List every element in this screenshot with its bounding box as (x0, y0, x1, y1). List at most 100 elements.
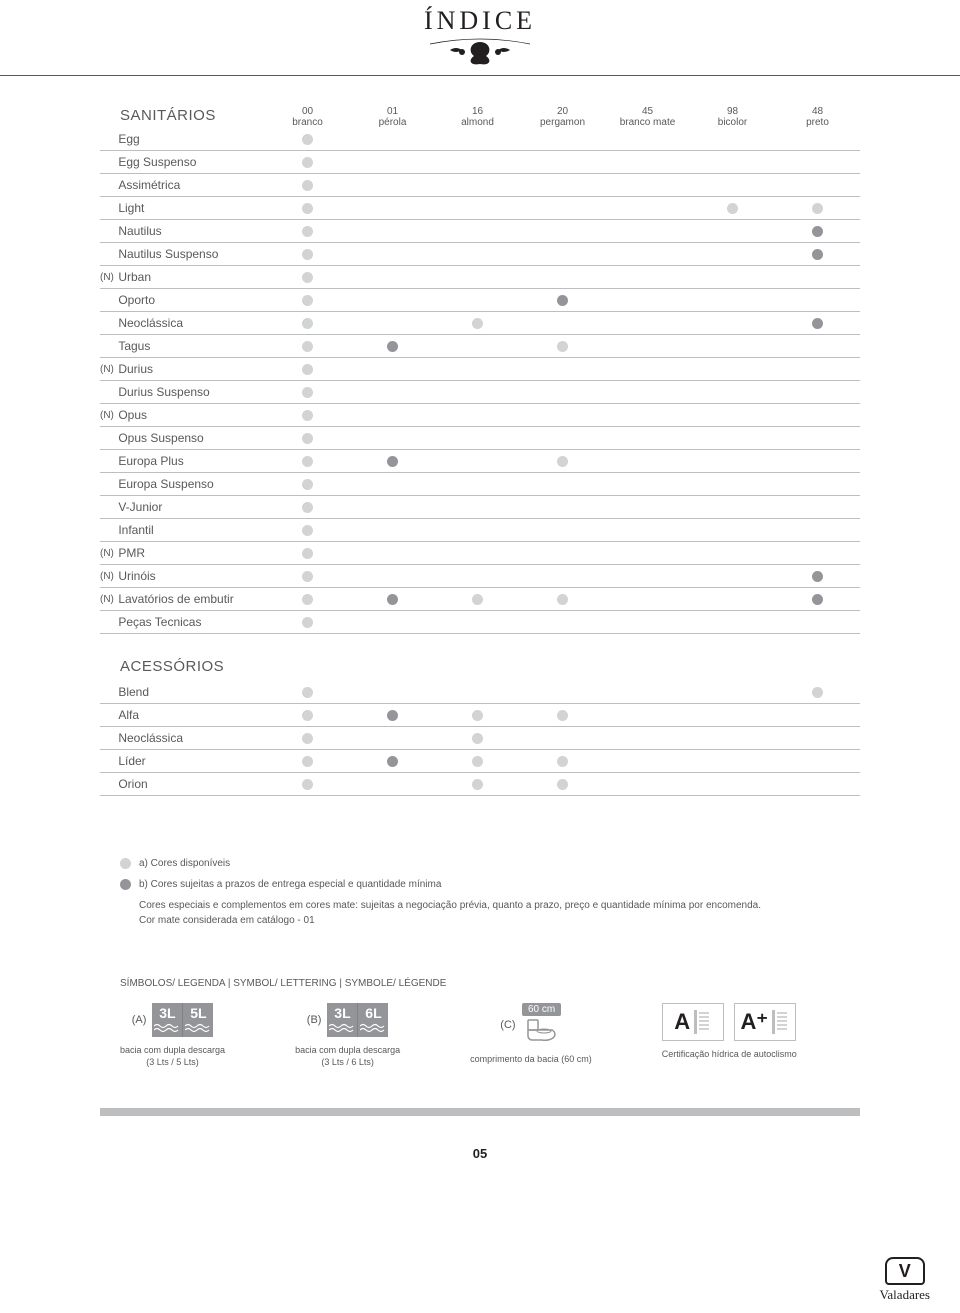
dot-special-icon (812, 594, 823, 605)
dot-available-icon (302, 318, 313, 329)
row-label: Light (118, 201, 265, 215)
row-label: Peças Tecnicas (118, 615, 265, 629)
table-row: (N)Lavatórios de embutir (100, 588, 860, 611)
row-label: Durius (118, 362, 265, 376)
cell (520, 502, 605, 513)
dot-available-icon (302, 387, 313, 398)
dot-available-icon (302, 203, 313, 214)
cell (520, 226, 605, 237)
cell (605, 502, 690, 513)
cell (265, 687, 350, 698)
symbol-caption: bacia com dupla descarga(3 Lts / 5 Lts) (120, 1045, 225, 1068)
cell (435, 733, 520, 744)
cell (605, 617, 690, 628)
row-cells (265, 502, 860, 513)
column-header: 20pergamon (520, 106, 605, 128)
cell (350, 479, 435, 490)
cell (265, 341, 350, 352)
table-row: Light (100, 197, 860, 220)
table-row: Nautilus Suspenso (100, 243, 860, 266)
cell (520, 571, 605, 582)
table-row: Neoclássica (100, 727, 860, 750)
dot-available-icon (302, 571, 313, 582)
legend-section: a) Cores disponíveis b) Cores sujeitas a… (120, 856, 860, 928)
cell (775, 433, 860, 444)
cell (605, 479, 690, 490)
cell (350, 134, 435, 145)
cell (350, 687, 435, 698)
row-label: Egg Suspenso (118, 155, 265, 169)
cell (435, 203, 520, 214)
cell (605, 710, 690, 721)
acessorios-title: ACESSÓRIOS (120, 658, 860, 675)
cell (435, 756, 520, 767)
row-label: Nautilus Suspenso (118, 247, 265, 261)
cell (435, 687, 520, 698)
row-label: Líder (118, 754, 265, 768)
row-label: Alfa (118, 708, 265, 722)
table-row: Infantil (100, 519, 860, 542)
row-label: Opus (118, 408, 265, 422)
cell (350, 157, 435, 168)
row-cells (265, 571, 860, 582)
row-label: Europa Suspenso (118, 477, 265, 491)
dot-available-icon (302, 272, 313, 283)
cell (350, 318, 435, 329)
dot-available-icon (302, 479, 313, 490)
cell (775, 548, 860, 559)
cell (350, 203, 435, 214)
dot-available-icon (302, 456, 313, 467)
cell (350, 502, 435, 513)
cell (690, 157, 775, 168)
row-cells (265, 779, 860, 790)
cell (775, 525, 860, 536)
cell (265, 272, 350, 283)
symbol-item: (B)3L6Lbacia com dupla descarga(3 Lts / … (295, 1003, 400, 1068)
cert-badge-icon: A (662, 1003, 724, 1041)
cell (435, 433, 520, 444)
column-header: 45branco mate (605, 106, 690, 128)
cell (690, 433, 775, 444)
dot-available-icon (302, 617, 313, 628)
index-title: ÍNDICE (0, 6, 960, 36)
dot-available-icon (302, 134, 313, 145)
cell (605, 756, 690, 767)
row-label: Durius Suspenso (118, 385, 265, 399)
dot-available-icon (302, 525, 313, 536)
table-row: Europa Suspenso (100, 473, 860, 496)
dot-available-icon (472, 710, 483, 721)
cell (690, 272, 775, 283)
cell (435, 272, 520, 283)
dot-special-icon (387, 756, 398, 767)
cell (265, 548, 350, 559)
row-cells (265, 433, 860, 444)
cell (520, 157, 605, 168)
symbol-caption: comprimento da bacia (60 cm) (470, 1054, 592, 1066)
cell (350, 272, 435, 283)
dot-available-icon (302, 548, 313, 559)
cell (775, 249, 860, 260)
row-cells (265, 203, 860, 214)
cell (435, 502, 520, 513)
dot-available-icon (302, 157, 313, 168)
row-label: PMR (118, 546, 265, 560)
cell (350, 456, 435, 467)
cell (520, 249, 605, 260)
column-header: 16almond (435, 106, 520, 128)
cell (350, 180, 435, 191)
row-label: Infantil (118, 523, 265, 537)
cell (605, 410, 690, 421)
cell (520, 594, 605, 605)
table-row: V-Junior (100, 496, 860, 519)
cell (605, 134, 690, 145)
table-row: (N)Opus (100, 404, 860, 427)
symbol-graphic: AA⁺ (662, 1003, 797, 1041)
cell (690, 180, 775, 191)
cell (690, 341, 775, 352)
cell (690, 295, 775, 306)
row-cells (265, 157, 860, 168)
cell (690, 134, 775, 145)
cell (605, 249, 690, 260)
cell (775, 479, 860, 490)
cell (435, 180, 520, 191)
